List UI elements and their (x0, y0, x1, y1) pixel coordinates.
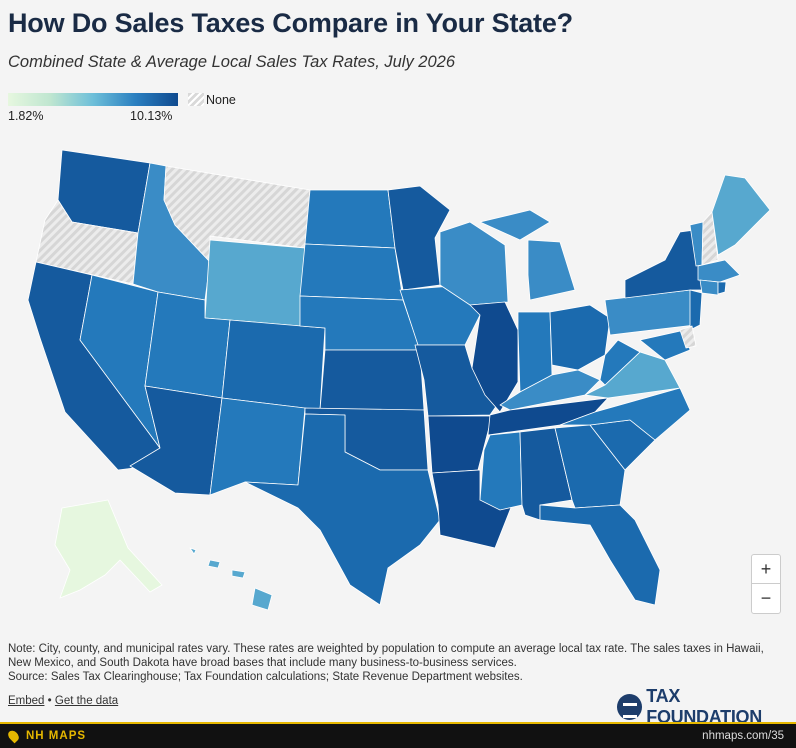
legend-max-label: 10.13% (130, 109, 173, 123)
source-text: Source: Sales Tax Clearinghouse; Tax Fou… (8, 671, 523, 683)
note-text: Note: City, county, and municipal rates … (8, 643, 764, 669)
state-new-york[interactable] (624, 229, 703, 299)
state-illinois[interactable] (469, 301, 519, 413)
state-mississippi[interactable] (479, 431, 523, 511)
state-delaware[interactable] (679, 325, 697, 349)
state-kansas[interactable] (319, 349, 425, 411)
state-south-dakota[interactable] (299, 243, 404, 301)
legend-none-swatch (188, 93, 204, 106)
links-separator: • (47, 695, 52, 707)
state-maine[interactable] (711, 174, 771, 256)
map-zoom-control: + − (751, 554, 781, 614)
state-florida[interactable] (539, 504, 661, 606)
state-wisconsin[interactable] (439, 221, 509, 306)
state-rhode-island[interactable] (717, 281, 727, 295)
legend-none-label: None (206, 93, 236, 107)
state-massachusetts[interactable] (697, 259, 741, 283)
state-ohio[interactable] (549, 304, 611, 371)
state-michigan[interactable] (479, 209, 576, 301)
page-title: How Do Sales Taxes Compare in Your State… (8, 8, 573, 38)
state-colorado[interactable] (221, 319, 326, 411)
state-kentucky[interactable] (499, 369, 601, 411)
state-missouri[interactable] (414, 344, 498, 417)
legend-gradient-bar (8, 93, 178, 106)
page-subtitle: Combined State & Average Local Sales Tax… (8, 53, 455, 71)
state-texas[interactable] (244, 413, 441, 606)
state-west-virginia[interactable] (599, 339, 641, 386)
state-maryland[interactable] (639, 329, 691, 361)
legend-min-label: 1.82% (8, 109, 44, 123)
embed-link[interactable]: Embed (8, 695, 45, 707)
us-sales-tax-map[interactable] (0, 140, 796, 630)
get-data-link[interactable]: Get the data (54, 695, 119, 707)
state-minnesota[interactable] (387, 185, 451, 291)
footer-url[interactable]: nhmaps.com/35 (702, 730, 784, 742)
zoom-in-button[interactable]: + (752, 555, 780, 584)
footer-links: Embed • Get the data (8, 695, 118, 707)
zoom-out-button[interactable]: − (760, 588, 772, 608)
state-new-mexico[interactable] (209, 397, 306, 496)
state-wyoming[interactable] (204, 239, 306, 327)
state-louisiana[interactable] (431, 469, 513, 549)
state-pennsylvania[interactable] (604, 289, 696, 336)
state-hawaii[interactable] (189, 547, 273, 611)
state-washington[interactable] (57, 149, 151, 234)
state-connecticut[interactable] (699, 279, 719, 296)
footer-bar: NH MAPS nhmaps.com/35 (0, 722, 796, 748)
state-new-hampshire[interactable] (701, 211, 719, 266)
state-alaska[interactable] (54, 499, 163, 599)
map-legend: 1.82% 10.13% None (8, 93, 248, 123)
state-north-dakota[interactable] (304, 189, 396, 249)
footer-brand[interactable]: NH MAPS (26, 730, 87, 742)
capitol-dome-icon (617, 694, 643, 720)
state-north-carolina[interactable] (559, 387, 691, 441)
state-new-jersey[interactable] (689, 289, 703, 331)
map-pin-icon (6, 728, 21, 744)
tax-foundation-logo[interactable]: TAX FOUNDATION (617, 686, 796, 727)
state-arkansas[interactable] (427, 415, 493, 474)
map-note: Note: City, county, and municipal rates … (8, 642, 778, 684)
